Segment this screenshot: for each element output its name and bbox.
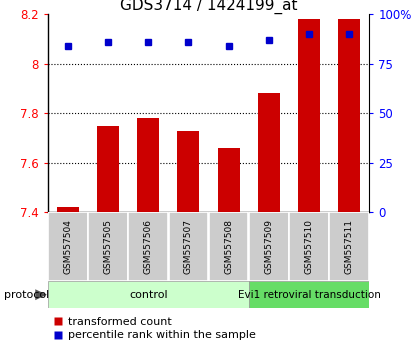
Bar: [258, 93, 280, 212]
Text: GSM557509: GSM557509: [264, 219, 273, 274]
Text: GSM557511: GSM557511: [345, 219, 354, 274]
Text: protocol: protocol: [4, 290, 49, 300]
Text: GSM557507: GSM557507: [184, 219, 193, 274]
Polygon shape: [35, 289, 47, 300]
Title: GDS3714 / 1424199_at: GDS3714 / 1424199_at: [120, 0, 297, 14]
Bar: [330, 212, 369, 281]
Bar: [289, 212, 329, 281]
Text: GSM557505: GSM557505: [103, 219, 112, 274]
Bar: [298, 19, 320, 212]
Text: GSM557508: GSM557508: [224, 219, 233, 274]
Text: GSM557504: GSM557504: [63, 219, 72, 274]
Bar: [338, 19, 360, 212]
Bar: [209, 212, 249, 281]
Legend: transformed count, percentile rank within the sample: transformed count, percentile rank withi…: [53, 317, 256, 341]
Bar: [97, 126, 119, 212]
Bar: [168, 212, 208, 281]
Bar: [249, 212, 289, 281]
Bar: [137, 118, 159, 212]
Bar: [249, 281, 369, 308]
Bar: [57, 207, 79, 212]
Bar: [217, 148, 240, 212]
Text: Evi1 retroviral transduction: Evi1 retroviral transduction: [238, 290, 381, 300]
Text: GSM557506: GSM557506: [144, 219, 153, 274]
Bar: [48, 212, 88, 281]
Bar: [128, 212, 168, 281]
Bar: [177, 131, 200, 212]
Text: control: control: [129, 290, 168, 300]
Text: GSM557510: GSM557510: [305, 219, 314, 274]
Bar: [88, 212, 128, 281]
Bar: [48, 281, 249, 308]
